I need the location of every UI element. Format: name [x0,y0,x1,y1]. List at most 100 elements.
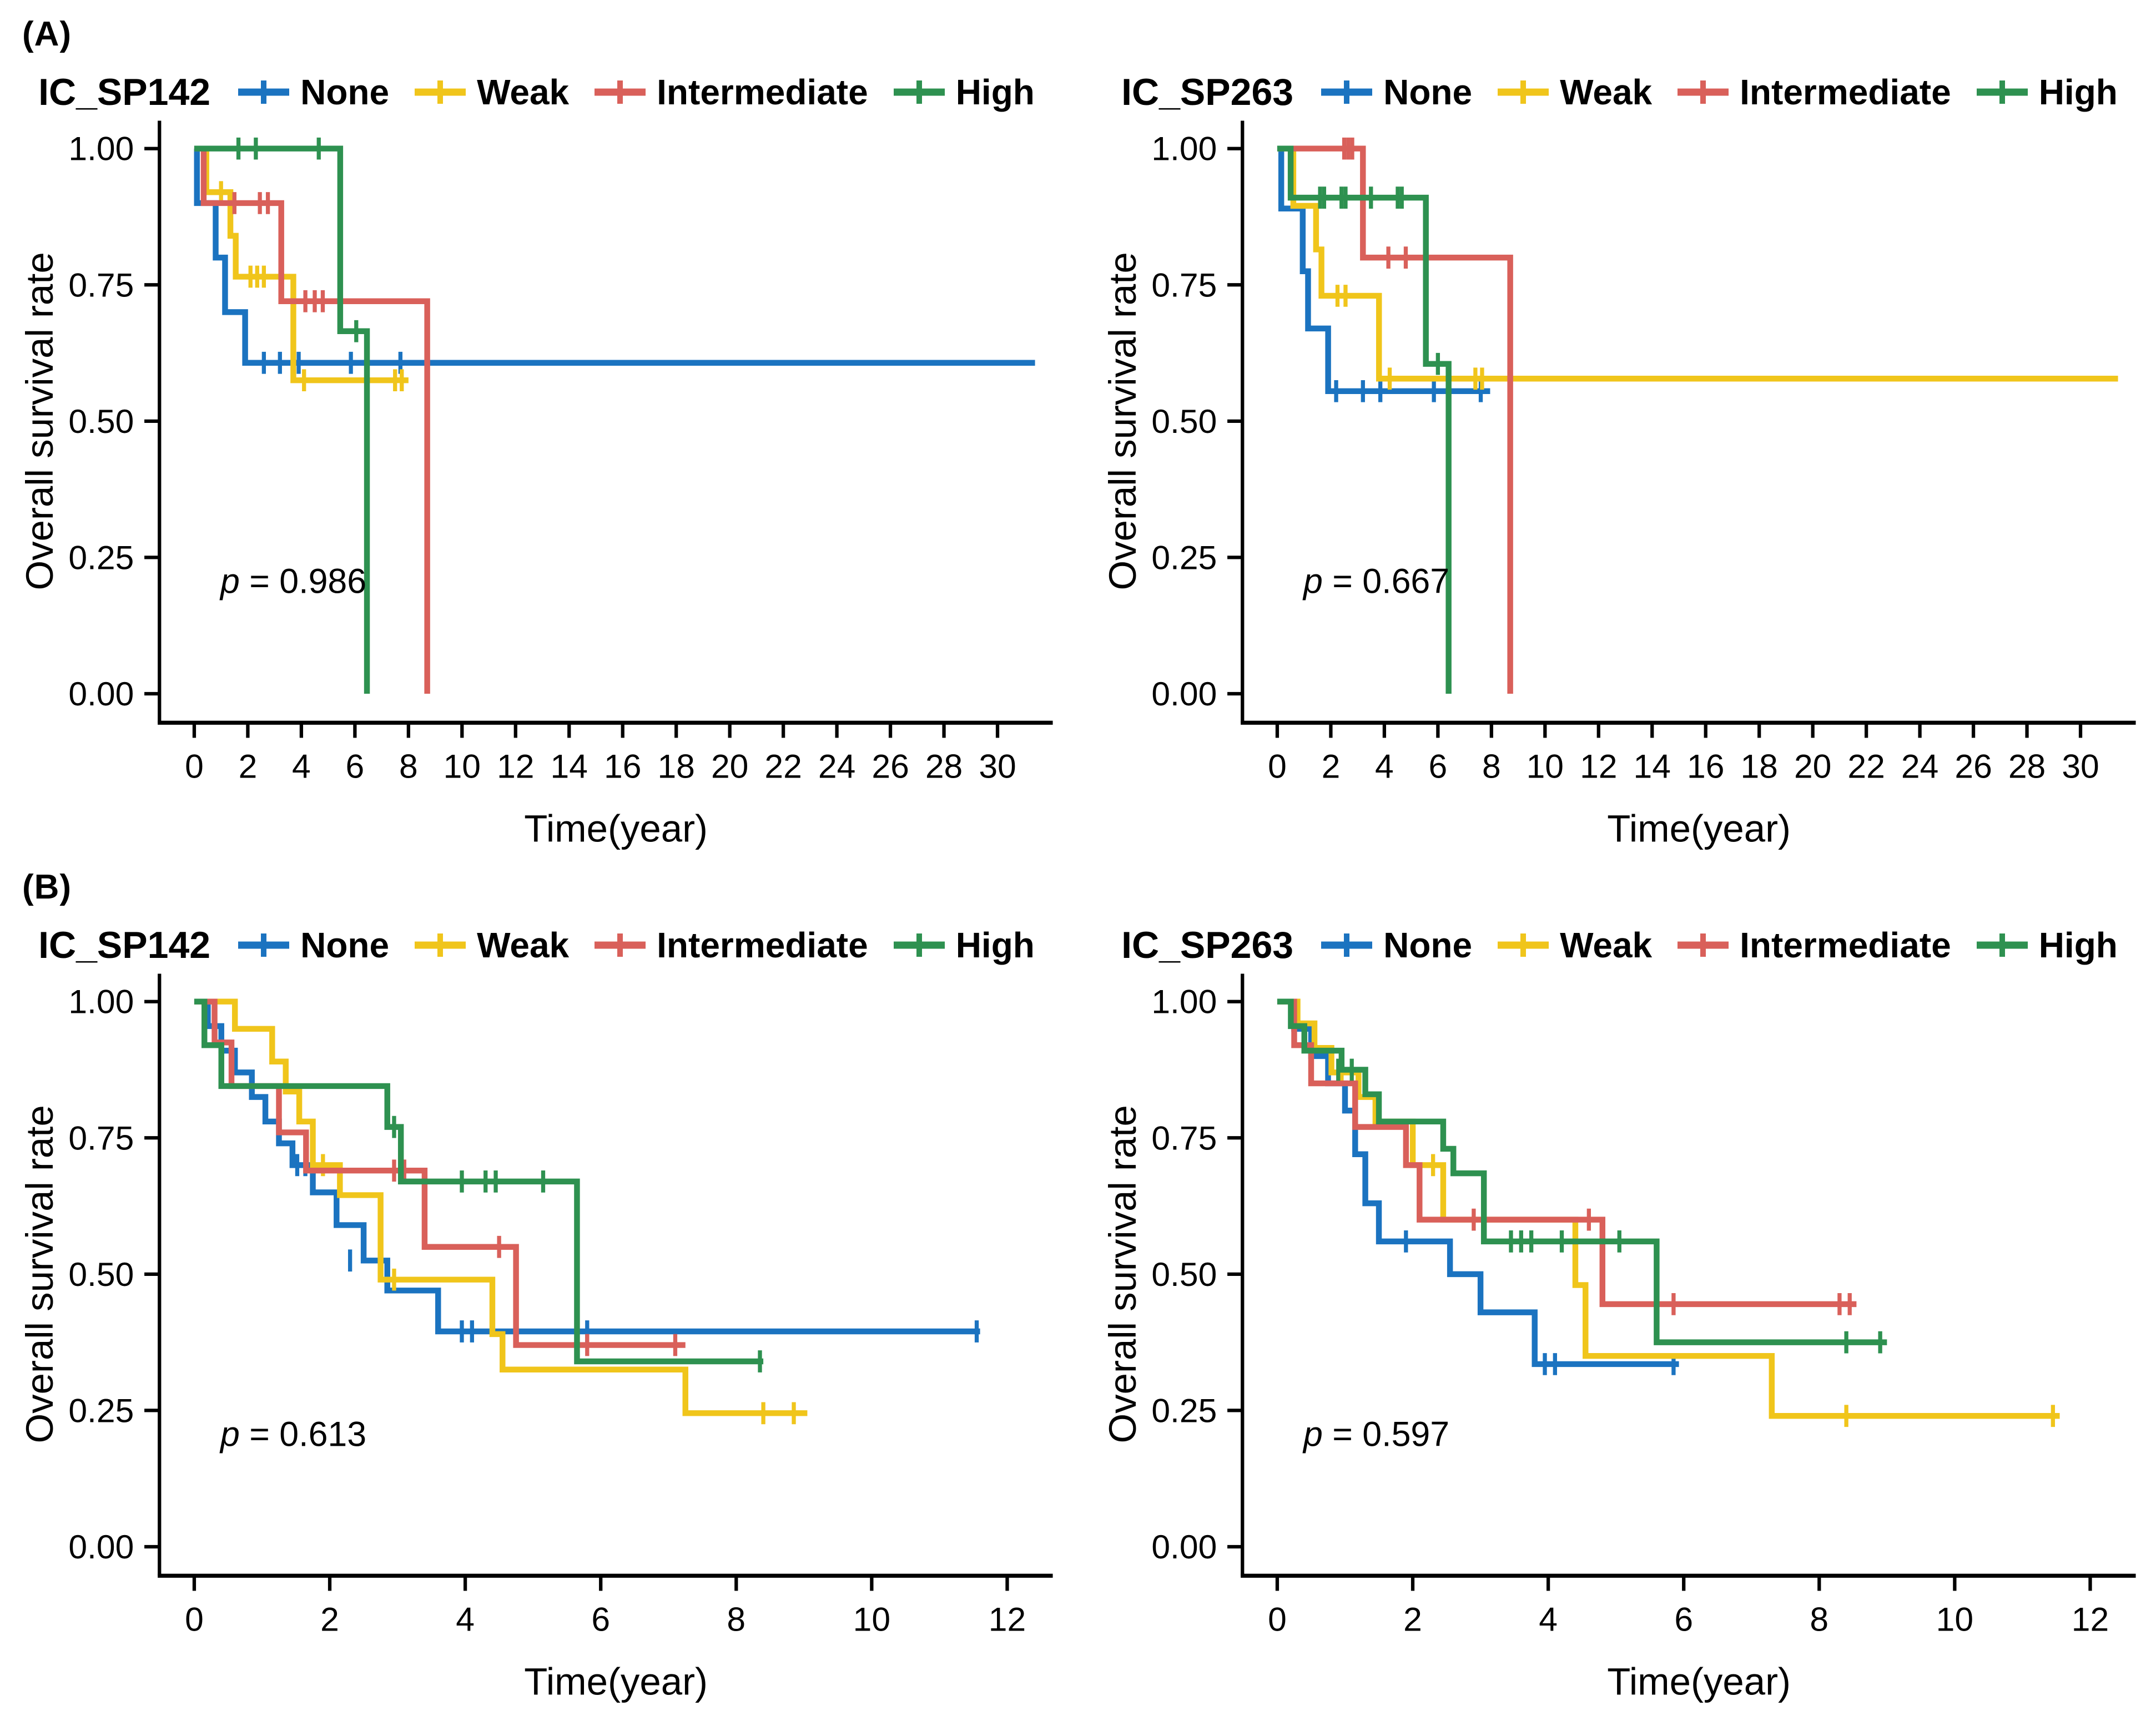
x-tick-label: 10 [1936,1601,1973,1638]
legend-label: None [300,72,390,112]
y-axis-ticks: 0.00 0.25 0.50 0.75 1.00 [1151,130,1243,713]
y-tick-label: 0.25 [68,1391,134,1429]
km-curve-high [194,998,764,1365]
x-tick-label: 2 [239,748,258,785]
y-axis-title: Overall survival rate [18,252,61,590]
x-tick-label: 20 [711,748,748,785]
km-curve-none [1277,145,1490,395]
y-tick-label: 0.00 [68,1528,134,1566]
legend: None Weak Intermediate High [1320,72,2118,113]
legend-item-intermediate: Intermediate [1676,72,1951,113]
y-tick-label: 0.75 [1151,1119,1217,1157]
x-tick-label: 0 [1268,748,1287,785]
censor-marks-intermediate [232,192,325,312]
legend: None Weak Intermediate High [1320,925,2118,966]
legend-item-none: None [237,72,389,113]
legend-item-high: High [1976,72,2118,113]
p-value-label: p = 0.667 [1302,562,1449,600]
km-curve-high [1277,145,1452,694]
panel-header: IC_SP142 None Weak Intermediate High [14,70,1059,114]
km-curve-none [194,145,1035,366]
censor-marks-high [392,1116,762,1372]
survival-curves [1277,137,2118,694]
x-tick-label: 6 [346,748,365,785]
x-tick-label: 10 [444,748,481,785]
x-tick-label: 16 [604,748,641,785]
legend-item-weak: Weak [414,925,569,966]
censor-marks-intermediate [1472,1208,1852,1315]
panel-header: IC_SP263 None Weak Intermediate High [1097,70,2142,114]
survival-curves [1277,998,2060,1427]
censor-marks-intermediate [1342,137,1408,269]
legend-item-none: None [1320,925,1472,966]
km-curve-weak [1277,998,2060,1419]
x-tick-label: 22 [1847,748,1885,785]
legend-plus-line-icon [1321,80,1373,104]
legend: None Weak Intermediate High [237,72,1035,113]
legend-plus-line-icon [1678,933,1729,957]
censor-marks-none [295,1154,979,1343]
y-axis-ticks: 0.00 0.25 0.50 0.75 1.00 [68,130,160,713]
x-axis-title: Time(year) [1607,807,1791,850]
panel-header: IC_SP263 None Weak Intermediate High [1097,923,2142,967]
legend-plus-line-icon [415,80,466,104]
km-curve-high [1277,998,1887,1345]
legend-label: High [955,72,1035,112]
x-axis-ticks: 0 2 4 6 8 10 12 [1268,1576,2109,1638]
legend-label: High [2038,925,2118,966]
x-tick-label: 26 [1954,748,1992,785]
x-tick-label: 18 [657,748,694,785]
x-tick-label: 2 [1322,748,1341,785]
legend-item-high: High [893,925,1035,966]
legend-item-intermediate: Intermediate [593,925,868,966]
x-tick-label: 4 [1539,1601,1558,1638]
x-tick-label: 6 [1674,1601,1693,1638]
censor-marks-high [236,137,359,342]
y-tick-label: 0.75 [68,1119,134,1157]
y-axis-title: Overall survival rate [1101,252,1144,590]
y-tick-label: 0.00 [1151,1528,1217,1566]
panel-title: IC_SP263 [1121,71,1294,113]
legend-plus-line-icon [1498,933,1549,957]
legend-label: None [1383,72,1473,112]
x-tick-label: 24 [818,748,855,785]
y-tick-label: 0.25 [1151,538,1217,576]
censor-marks-weak [321,1154,796,1425]
panel-title: IC_SP142 [38,71,211,113]
legend-label: None [300,925,390,966]
legend-plus-line-icon [1976,80,2028,104]
row-b: IC_SP142 None Weak Intermediate High 0.00 0.… [14,907,2142,1715]
legend-label: Intermediate [1740,72,1951,112]
y-axis-ticks: 0.00 0.25 0.50 0.75 1.00 [68,983,160,1566]
p-value-label: p = 0.986 [219,562,366,600]
x-tick-label: 16 [1687,748,1724,785]
x-tick-label: 26 [872,748,909,785]
x-tick-label: 10 [853,1601,890,1638]
x-tick-label: 8 [727,1601,745,1638]
y-axis-title: Overall survival rate [1101,1105,1144,1443]
censor-marks-none [261,351,403,374]
panel-b-sp263: IC_SP263 None Weak Intermediate High 0.00 0.… [1097,907,2142,1715]
legend-plus-line-icon [238,80,290,104]
legend-item-weak: Weak [1497,72,1652,113]
y-tick-label: 0.50 [68,402,134,440]
x-tick-label: 0 [185,1601,204,1638]
survival-curves [194,998,980,1425]
x-tick-label: 6 [591,1601,610,1638]
panel-title: IC_SP142 [38,924,211,967]
legend-item-intermediate: Intermediate [593,72,868,113]
x-tick-label: 2 [320,1601,339,1638]
censor-marks-weak [1335,285,1484,390]
section-label-a: (A) [22,15,72,53]
legend-plus-line-icon [1678,80,1729,104]
y-tick-label: 0.25 [1151,1391,1217,1429]
x-tick-label: 2 [1403,1601,1422,1638]
panel-b-sp142: IC_SP142 None Weak Intermediate High 0.00 0.… [14,907,1059,1715]
censor-marks-weak [219,181,404,392]
x-tick-label: 8 [399,748,418,785]
survival-plot-a-sp142: 0.000.250.500.751.000 2 4 6 8 10 12 14 16 18 20 22 2… [18,120,1053,850]
y-tick-label: 0.25 [68,538,134,576]
y-tick-label: 0.00 [1151,675,1217,713]
axes [1241,120,2136,725]
